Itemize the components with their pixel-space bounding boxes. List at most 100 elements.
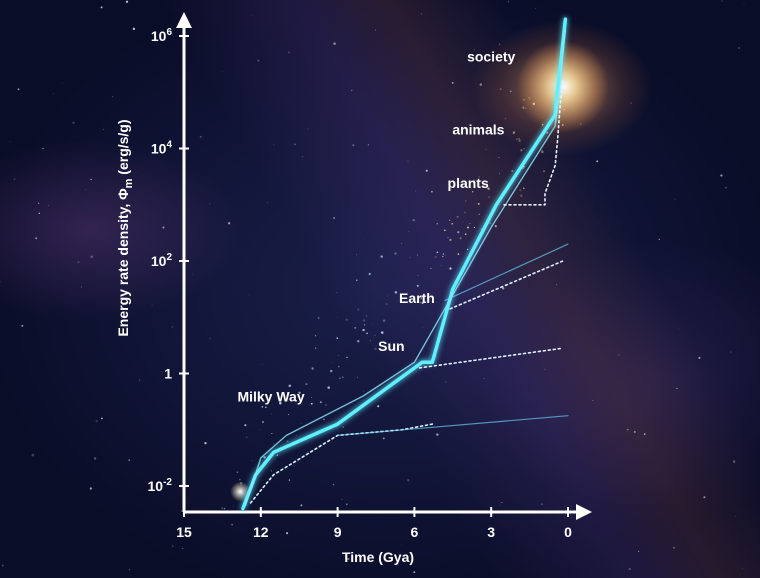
sparkle: [412, 218, 415, 222]
star: [377, 405, 380, 408]
y-axis-label: Energy rate density, Φm (erg/s/g): [115, 119, 135, 336]
x-axis-arrow: [576, 504, 592, 520]
sparkle: [263, 456, 266, 459]
annotation-label: plants: [448, 175, 489, 191]
sparkle: [374, 347, 377, 351]
annotation-label: society: [467, 48, 515, 64]
star: [336, 292, 338, 293]
star: [227, 222, 231, 225]
star: [436, 433, 439, 436]
star: [511, 169, 514, 173]
sparkle: [329, 369, 333, 373]
axes: [176, 12, 592, 520]
sparkle: [311, 396, 312, 398]
sparkle: [323, 418, 325, 421]
sparkle: [374, 334, 376, 336]
star: [248, 294, 250, 296]
star: [735, 515, 737, 517]
star: [72, 121, 75, 124]
star: [236, 471, 239, 473]
star: [730, 351, 732, 353]
sparkle: [270, 470, 272, 472]
star: [380, 255, 383, 258]
star: [0, 280, 1, 283]
sparkle: [380, 331, 384, 334]
sparkle: [300, 423, 302, 424]
sparkle: [293, 399, 295, 402]
sparkle: [444, 229, 446, 232]
y-axis-arrow: [176, 12, 192, 28]
star: [257, 59, 260, 62]
origin-glow: [230, 481, 251, 502]
sparkle: [298, 391, 301, 394]
sparkle: [546, 131, 549, 134]
star: [703, 496, 706, 499]
star: [742, 568, 744, 570]
star: [48, 205, 50, 207]
series-line-3: [337, 415, 569, 436]
x-tick-label: 0: [564, 524, 572, 540]
sparkle: [430, 267, 432, 269]
star: [743, 2, 745, 4]
sparkle: [421, 301, 424, 304]
sparkle: [245, 436, 248, 439]
sparkle: [362, 319, 366, 322]
sparkle: [315, 347, 317, 349]
star: [609, 237, 611, 239]
series-line-1: [244, 29, 567, 507]
sparkle: [338, 354, 339, 356]
sparkle: [342, 376, 344, 378]
star: [128, 569, 131, 571]
star: [732, 460, 736, 463]
star: [444, 254, 446, 256]
star: [21, 324, 24, 327]
star: [288, 51, 290, 54]
star: [307, 128, 309, 130]
annotation-label: Earth: [399, 290, 435, 306]
star: [192, 273, 193, 275]
star: [300, 504, 303, 507]
star: [508, 1, 510, 3]
sparkle: [495, 132, 498, 135]
star: [209, 338, 211, 339]
sparkle: [442, 255, 444, 258]
star: [720, 174, 723, 177]
sparkle: [512, 132, 515, 134]
sparkle: [272, 443, 274, 445]
sparkle: [223, 507, 226, 510]
star: [451, 81, 454, 84]
sparkle: [251, 460, 253, 462]
sparkle: [436, 222, 438, 225]
sparkle: [286, 440, 289, 443]
star: [674, 198, 676, 200]
sparkle: [288, 384, 292, 388]
star: [498, 43, 501, 46]
sparkle: [473, 179, 476, 181]
star: [180, 510, 183, 512]
star: [630, 102, 632, 104]
sparkle: [339, 377, 341, 380]
sparkle: [408, 230, 410, 232]
star: [182, 547, 184, 549]
star: [101, 417, 103, 420]
tick-layer: 15 12 9 6 3 0 10-2 1 102 104 106: [148, 27, 573, 540]
sparkle: [520, 194, 523, 198]
sparkle: [449, 267, 452, 270]
star: [61, 82, 63, 84]
star: [333, 42, 336, 45]
star: [127, 21, 129, 22]
x-tick-label: 12: [253, 524, 269, 540]
sparkle: [319, 401, 322, 404]
sparkle: [488, 196, 491, 199]
sparkle: [449, 238, 452, 242]
x-axis-label: Time (Gya): [342, 549, 414, 565]
star: [204, 441, 207, 445]
sparkle: [354, 326, 357, 329]
star: [444, 381, 447, 383]
star: [479, 83, 482, 86]
sparkle: [310, 402, 313, 405]
star: [407, 479, 410, 482]
sparkle: [449, 219, 451, 221]
